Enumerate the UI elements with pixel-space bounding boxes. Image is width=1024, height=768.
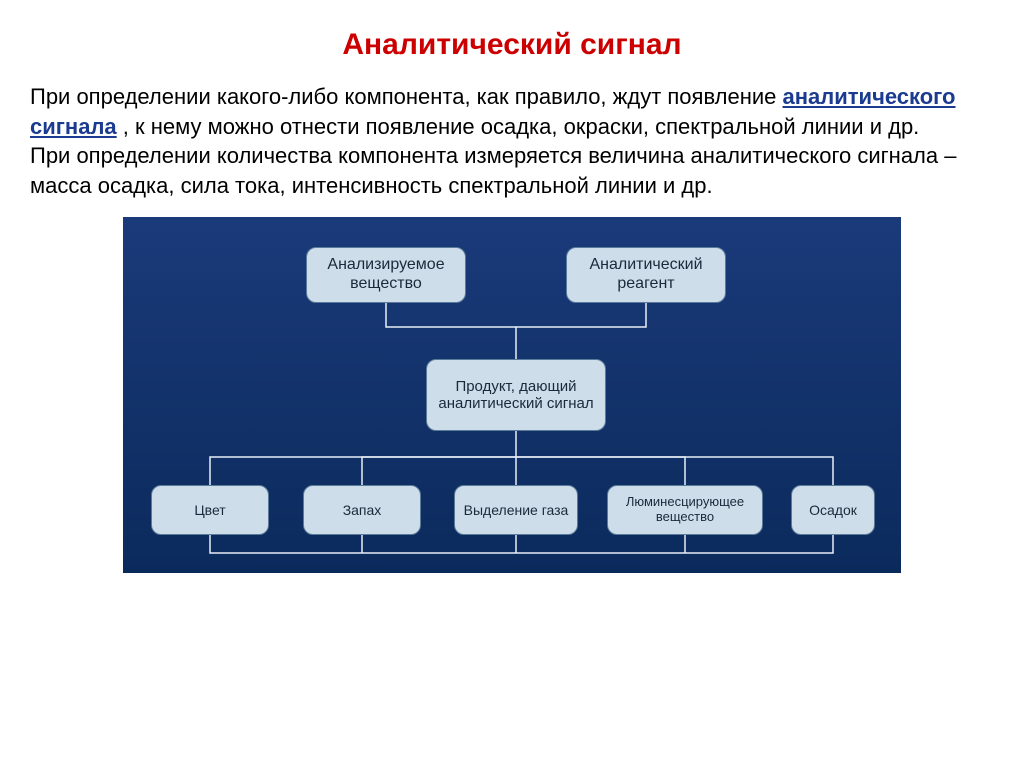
node-product: Продукт, дающий аналитический сигнал: [426, 359, 606, 431]
node-lumin: Люминесцирующее вещество: [607, 485, 763, 535]
para-post: , к нему можно отнести появление осадка,…: [123, 114, 920, 139]
node-reagent: Аналитический реагент: [566, 247, 726, 303]
para-line2: При определении количества компонента из…: [30, 143, 956, 198]
page-title: Аналитический сигнал: [0, 0, 1024, 62]
para-pre: При определении какого-либо компонента, …: [30, 84, 783, 109]
node-gas: Выделение газа: [454, 485, 578, 535]
intro-paragraph: При определении какого-либо компонента, …: [0, 62, 1024, 211]
diagram-container: Анализируемое вещество Аналитический реаг…: [0, 211, 1024, 573]
node-analyzed: Анализируемое вещество: [306, 247, 466, 303]
node-smell: Запах: [303, 485, 421, 535]
flow-diagram: Анализируемое вещество Аналитический реаг…: [123, 217, 901, 573]
node-color: Цвет: [151, 485, 269, 535]
node-sediment: Осадок: [791, 485, 875, 535]
